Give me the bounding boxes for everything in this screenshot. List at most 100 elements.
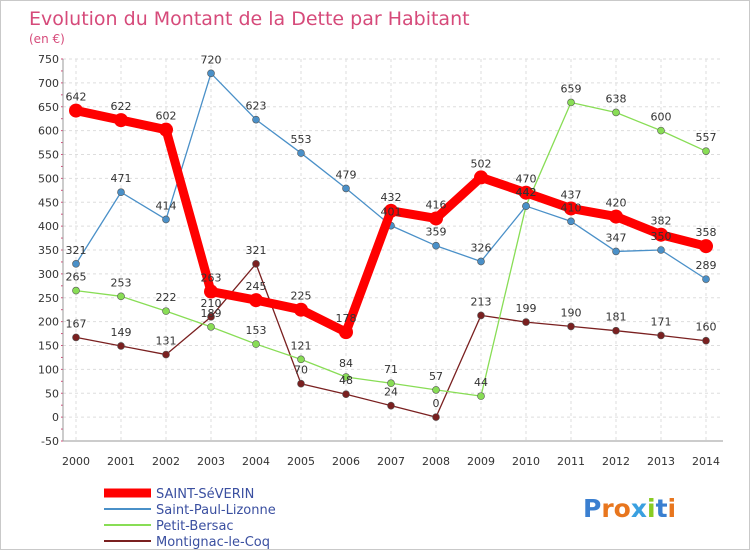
data-point [339, 325, 353, 340]
data-point [384, 203, 398, 218]
data-label: 553 [291, 133, 312, 146]
data-label: 347 [606, 231, 627, 244]
y-tick-label: 700 [38, 77, 59, 90]
data-label: 416 [426, 198, 447, 211]
data-point [117, 188, 125, 197]
y-tick-label: 750 [38, 53, 59, 66]
x-tick-label: 2008 [422, 455, 450, 468]
data-label: 442 [516, 186, 537, 199]
data-label: 171 [651, 315, 672, 328]
data-point [249, 293, 263, 308]
x-tick-label: 2005 [287, 455, 315, 468]
data-point [699, 239, 713, 254]
data-point [612, 108, 620, 117]
data-point [567, 217, 575, 226]
data-label: 199 [516, 302, 537, 315]
data-label: 600 [651, 111, 672, 124]
data-point [432, 386, 440, 394]
data-point [702, 336, 710, 345]
data-point [342, 373, 350, 381]
data-point [522, 318, 530, 326]
data-point [72, 333, 80, 342]
data-point [162, 215, 170, 224]
y-tick-label: 200 [38, 316, 59, 329]
data-label: 160 [696, 321, 717, 334]
data-point [207, 313, 215, 321]
data-point [477, 311, 485, 320]
y-tick-label: 300 [38, 268, 59, 281]
legend-label: Saint-Paul-Lizonne [156, 503, 276, 518]
data-point [297, 379, 305, 388]
data-label: 414 [156, 199, 177, 212]
data-label: 153 [246, 324, 267, 337]
data-point [207, 69, 215, 78]
data-point [294, 302, 308, 317]
data-label: 442 [516, 186, 537, 199]
data-label: 71 [384, 363, 398, 376]
data-label: 190 [561, 306, 582, 319]
data-point [342, 184, 350, 193]
data-label: 225 [291, 290, 312, 303]
data-label: 410 [561, 201, 582, 214]
data-point [117, 292, 125, 301]
legend-label: SAINT-SéVERIN [156, 487, 254, 502]
x-tick-label: 2002 [152, 455, 180, 468]
data-point [387, 401, 395, 410]
data-point [72, 260, 80, 268]
data-label: 350 [651, 230, 672, 243]
data-label: 189 [201, 307, 222, 320]
data-point [702, 147, 710, 155]
data-point [702, 275, 710, 283]
y-tick-label: 550 [38, 149, 59, 162]
data-label: 48 [339, 374, 353, 387]
data-label: 121 [291, 339, 312, 352]
data-point [252, 115, 260, 124]
data-point [114, 113, 128, 128]
data-label: 638 [606, 92, 627, 105]
x-axis-ticks: 2000 2001 2002 2003 2004 2005 2006 2007 2008 2009… [62, 455, 720, 468]
data-point [612, 326, 620, 335]
y-tick-label: 600 [38, 125, 59, 138]
data-label: 167 [66, 317, 87, 330]
x-tick-label: 2012 [602, 455, 630, 468]
logo-letter: x [631, 494, 647, 523]
data-point [207, 323, 215, 331]
data-point [609, 209, 623, 224]
y-tick-label: 450 [38, 196, 59, 209]
y-tick-label: 400 [38, 220, 59, 233]
x-tick-label: 2004 [242, 455, 270, 468]
data-point [654, 227, 668, 242]
data-label: 253 [111, 276, 132, 289]
data-label: 222 [156, 291, 177, 304]
data-label: 289 [696, 259, 717, 272]
data-point [162, 350, 170, 359]
data-label: 326 [471, 241, 492, 254]
data-label: 432 [381, 191, 402, 204]
logo-letter: r [601, 494, 614, 523]
data-labels: 642 622 602 263 245 225 178 432 416 502 470 437 420 3… [66, 53, 717, 410]
y-axis-ticks: -50 0 50 100 150 200 250 300 350 400 450 500 550 600 6… [38, 53, 59, 448]
data-label: 213 [471, 295, 492, 308]
data-label: 623 [246, 100, 267, 113]
data-label: 131 [156, 335, 177, 348]
data-label: 265 [66, 271, 87, 284]
data-point [432, 241, 440, 250]
data-label: 70 [294, 364, 308, 377]
data-label: 359 [426, 226, 447, 239]
y-tick-label: 150 [38, 340, 59, 353]
data-label: 401 [381, 206, 402, 219]
y-tick-label: 650 [38, 101, 59, 114]
data-point [474, 170, 488, 185]
data-point [657, 126, 665, 135]
data-label: 479 [336, 168, 357, 181]
data-point [432, 413, 440, 421]
x-tick-label: 2011 [557, 455, 585, 468]
data-point [429, 211, 443, 226]
x-tick-label: 2006 [332, 455, 360, 468]
data-point [159, 122, 173, 137]
data-point [69, 103, 83, 118]
data-point [117, 342, 125, 350]
x-tick-label: 2014 [692, 455, 720, 468]
